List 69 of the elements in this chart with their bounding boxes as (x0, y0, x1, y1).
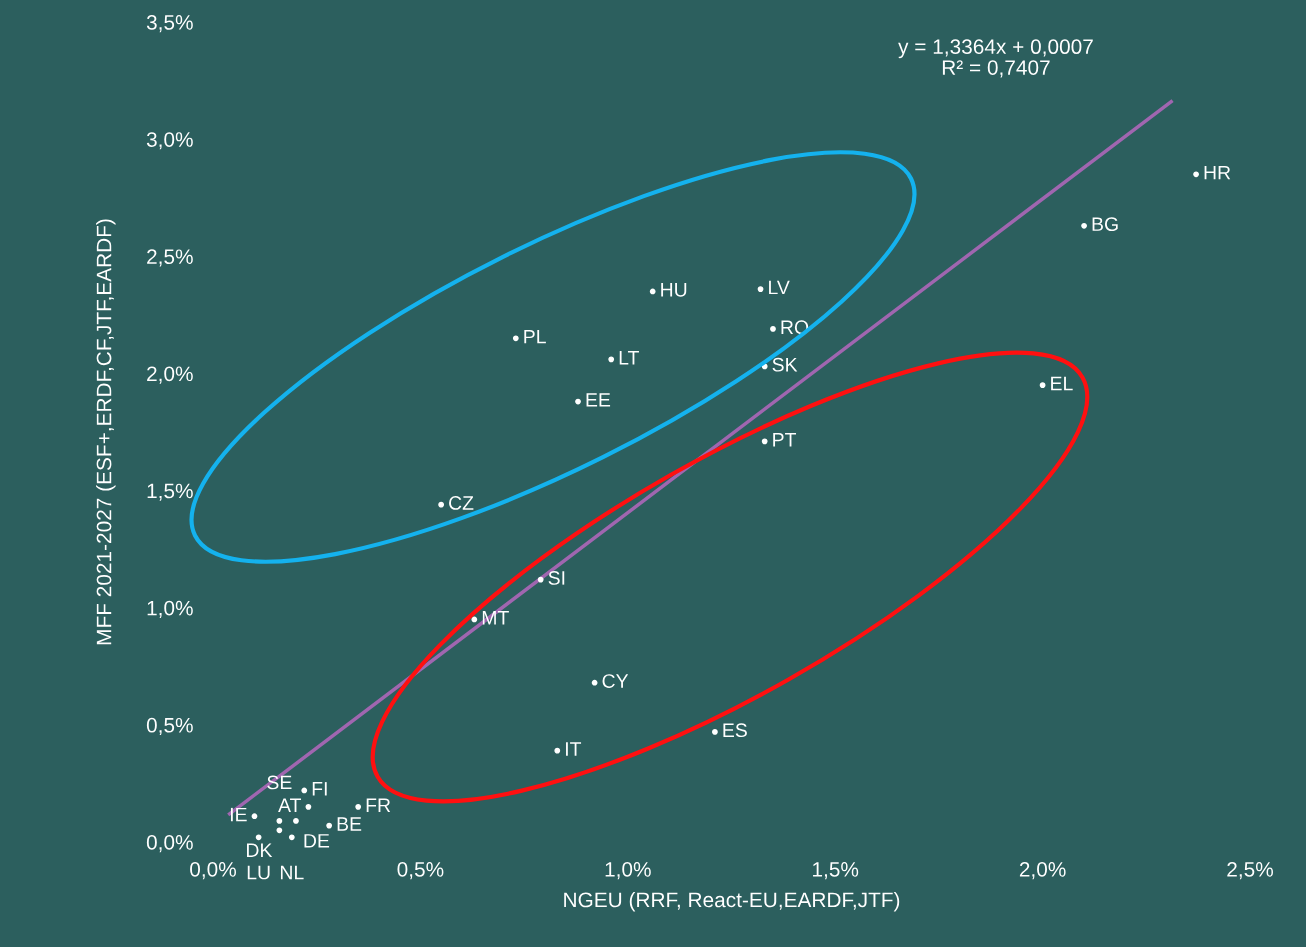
data-label: ES (723, 723, 747, 738)
data-label: LV (769, 280, 790, 295)
x-tick-label: 2,0% (1019, 861, 1066, 880)
data-label: BE (337, 817, 362, 831)
point (608, 356, 615, 363)
point (326, 822, 333, 829)
data-label: DE (304, 834, 330, 848)
point (438, 501, 445, 508)
data-label: SE (267, 775, 292, 790)
annotation: y = 1,3364x + 0,0007 R² = 0,7407 (898, 39, 1093, 78)
point (255, 834, 262, 841)
point (305, 803, 312, 810)
point (649, 288, 656, 295)
point (554, 747, 561, 754)
point (512, 335, 519, 342)
point (251, 813, 258, 820)
point (276, 827, 283, 834)
data-label: FI (312, 782, 327, 796)
point (1193, 171, 1199, 178)
data-label: PT (773, 433, 797, 447)
point (1081, 222, 1087, 229)
y-tick-label: 3,0% (146, 132, 193, 150)
point (761, 438, 768, 445)
data-label: CY (602, 674, 629, 688)
point (1039, 382, 1046, 389)
point (575, 398, 581, 405)
data-label: BG (1092, 217, 1118, 232)
point (293, 818, 299, 824)
data-label: PL (524, 329, 546, 344)
point (276, 818, 283, 824)
data-label: LT (619, 351, 639, 365)
x-tick-label: 1,5% (813, 862, 859, 880)
data-label: DK (247, 843, 273, 857)
point (288, 834, 295, 841)
data-label: SK (772, 357, 798, 372)
data-label: NL (280, 865, 304, 880)
y-axis-title: MFF 2021-2027 (ESF+,ERDF,CF,JTF,EARDF) (96, 219, 116, 645)
y-tick-label: 2,0% (147, 366, 193, 384)
data-label: AT (278, 798, 302, 812)
point (591, 679, 598, 686)
data-label: HU (661, 283, 687, 297)
point (301, 787, 308, 794)
y-tick-label: 0,5% (146, 717, 193, 736)
y-tick-label: 0,0% (146, 835, 193, 853)
point (757, 286, 764, 292)
data-label: IE (230, 807, 247, 822)
x-tick-label: 0,0% (190, 861, 236, 880)
data-label: FR (366, 798, 391, 812)
point (537, 576, 544, 583)
x-tick-label: 1,0% (605, 861, 651, 880)
data-label: LU (247, 865, 270, 880)
y-tick-label: 1,0% (147, 600, 193, 618)
point (355, 803, 362, 810)
data-label: CZ (449, 496, 474, 510)
data-label: IT (566, 742, 582, 756)
data-label: HR (1204, 165, 1231, 180)
data-label: MT (482, 611, 509, 625)
y-tick-label: 2,5% (147, 249, 193, 267)
data-label: EE (586, 393, 611, 407)
data-label: SI (548, 571, 565, 585)
y-tick-label: 3,5% (146, 15, 193, 33)
data-label: EL (1051, 376, 1073, 391)
point (770, 326, 776, 332)
y-tick-label: 1,5% (147, 483, 193, 501)
x-axis-title: NGEU (RRF, React-EU,EARDF,JTF) (564, 891, 900, 912)
point (712, 728, 718, 735)
x-tick-label: 0,5% (397, 861, 444, 880)
x-tick-label: 2,5% (1227, 861, 1273, 880)
point (471, 616, 478, 623)
